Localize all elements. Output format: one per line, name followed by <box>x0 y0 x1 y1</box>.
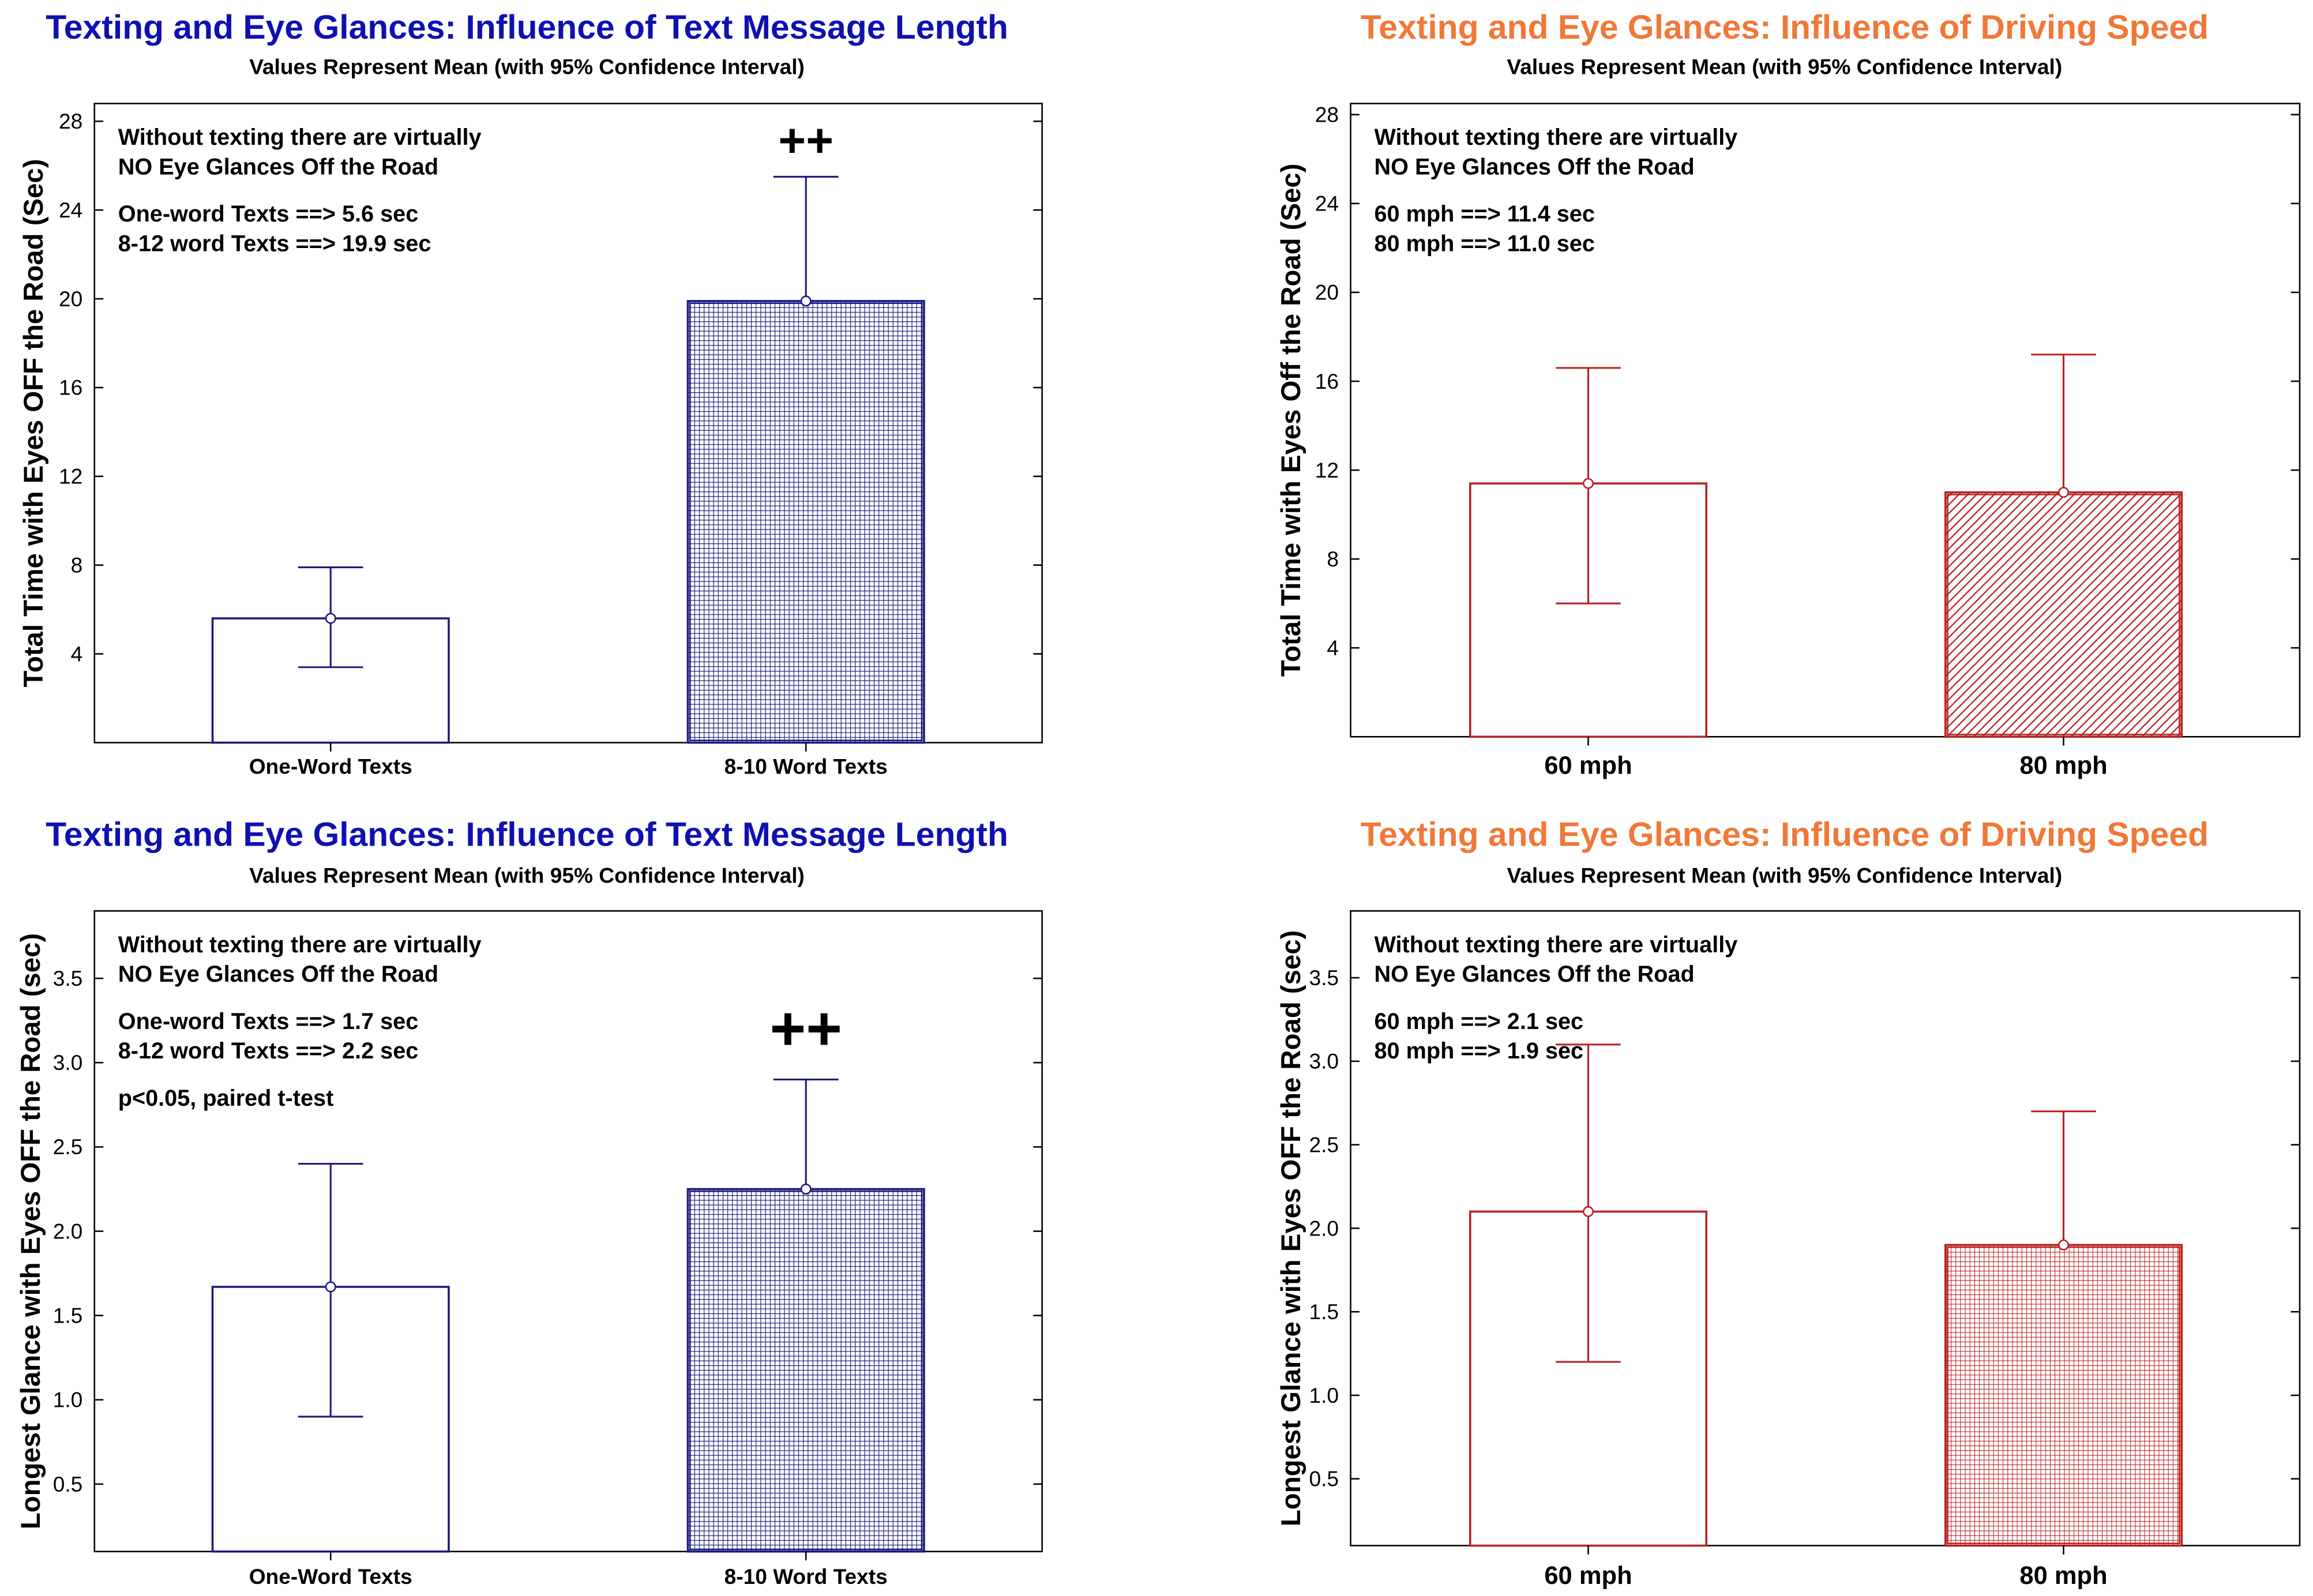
significance-marker: ++ <box>769 994 842 1063</box>
chart-title: Texting and Eye Glances: Influence of Te… <box>46 9 1008 46</box>
y-tick-label: 24 <box>59 198 82 222</box>
y-tick-label: 3.0 <box>53 1050 83 1075</box>
annotation-line: Without texting there are virtually <box>118 932 482 957</box>
y-axis-title: Total Time with Eyes Off the Road (Sec) <box>1276 164 1306 677</box>
mean-marker <box>2058 1239 2069 1250</box>
x-category-label: 60 mph <box>1544 1562 1632 1590</box>
chart-subtitle: Values Represent Mean (with 95% Confiden… <box>1507 54 2063 78</box>
y-tick-label: 3.0 <box>1309 1049 1339 1073</box>
y-tick-label: 2.5 <box>1309 1132 1339 1156</box>
mean-marker <box>800 295 812 307</box>
mean-marker <box>325 613 336 624</box>
y-tick-label: 12 <box>59 464 82 489</box>
y-tick-label: 4 <box>1327 636 1339 660</box>
chart-panel-top-right: Texting and Eye Glances: Influence of Dr… <box>1276 9 2301 779</box>
annotation-line: Without texting there are virtually <box>1374 932 1737 957</box>
annotation-line: 8-12 word Texts ==> 2.2 sec <box>118 1038 419 1064</box>
y-tick-label: 1.0 <box>53 1388 83 1412</box>
mean-marker <box>1583 1206 1594 1217</box>
annotation-line: NO Eye Glances Off the Road <box>118 962 438 987</box>
y-tick-label: 2.0 <box>53 1219 83 1243</box>
annotation-line: 80 mph ==> 11.0 sec <box>1374 231 1595 256</box>
x-category-label: 80 mph <box>2019 1562 2107 1590</box>
y-tick-label: 1.5 <box>1309 1300 1339 1324</box>
annotation-line: NO Eye Glances Off the Road <box>1374 154 1694 179</box>
y-tick-label: 3.5 <box>1309 966 1339 990</box>
y-tick-label: 8 <box>1327 547 1339 571</box>
y-axis-title: Longest Glance with Eyes OFF the Road (s… <box>16 933 46 1530</box>
chart-panel-bottom-left: Texting and Eye Glances: Influence of Te… <box>16 816 1043 1589</box>
y-tick-label: 12 <box>1315 458 1339 482</box>
chart-title: Texting and Eye Glances: Influence of Te… <box>46 816 1008 854</box>
chart-subtitle: Values Represent Mean (with 95% Confiden… <box>1507 863 2063 888</box>
chart-panel-bottom-right: Texting and Eye Glances: Influence of Dr… <box>1276 816 2301 1590</box>
mean-marker <box>1583 478 1594 489</box>
bar-2 <box>1944 1244 2183 1547</box>
mean-marker <box>325 1281 336 1293</box>
x-category-label: 80 mph <box>2019 752 2107 779</box>
annotation-line: NO Eye Glances Off the Road <box>1374 962 1694 987</box>
annotation-line: NO Eye Glances Off the Road <box>118 154 438 179</box>
y-tick-label: 20 <box>1315 280 1339 305</box>
annotation-line: Without texting there are virtually <box>118 125 482 150</box>
significance-marker: ++ <box>778 115 833 167</box>
x-category-label: 60 mph <box>1544 752 1632 779</box>
bar-2 <box>686 1188 925 1553</box>
annotation-line: 80 mph ==> 1.9 sec <box>1374 1038 1583 1064</box>
x-category-label: One-Word Texts <box>249 1564 412 1589</box>
y-tick-label: 2.0 <box>1309 1216 1339 1240</box>
y-axis-title: Longest Glance with Eyes OFF the Road (s… <box>1276 930 1306 1527</box>
y-tick-label: 0.5 <box>1309 1467 1339 1491</box>
x-category-label: One-Word Texts <box>249 754 412 778</box>
y-tick-label: 2.5 <box>53 1135 83 1159</box>
chart-title: Texting and Eye Glances: Influence of Dr… <box>1361 9 2209 46</box>
y-tick-label: 1.0 <box>1309 1383 1339 1407</box>
y-axis-title: Total Time with Eyes OFF the Road (Sec) <box>18 159 49 687</box>
mean-marker <box>2058 487 2069 498</box>
y-tick-label: 4 <box>71 641 83 666</box>
y-tick-label: 0.5 <box>53 1472 83 1496</box>
annotation-line: One-word Texts ==> 1.7 sec <box>118 1009 419 1034</box>
y-tick-label: 20 <box>59 287 82 311</box>
x-category-label: 8-10 Word Texts <box>724 754 888 778</box>
mean-marker <box>800 1184 812 1195</box>
x-category-label: 8-10 Word Texts <box>724 1564 888 1589</box>
chart-title: Texting and Eye Glances: Influence of Dr… <box>1361 816 2209 854</box>
y-tick-label: 28 <box>1315 103 1339 127</box>
annotation-line: 8-12 word Texts ==> 19.9 sec <box>118 231 431 256</box>
y-tick-label: 16 <box>1315 369 1339 393</box>
annotation-line: p<0.05, paired t-test <box>118 1086 334 1111</box>
bar-2 <box>1944 491 2183 738</box>
y-tick-label: 3.5 <box>53 966 83 990</box>
annotation-line: One-word Texts ==> 5.6 sec <box>118 201 419 227</box>
annotation-line: 60 mph ==> 11.4 sec <box>1374 201 1595 227</box>
annotation-line: 60 mph ==> 2.1 sec <box>1374 1009 1583 1034</box>
chart-subtitle: Values Represent Mean (with 95% Confiden… <box>249 863 805 888</box>
y-tick-label: 24 <box>1315 191 1339 216</box>
y-tick-label: 28 <box>59 109 82 133</box>
annotation-line: Without texting there are virtually <box>1374 125 1737 150</box>
y-tick-label: 1.5 <box>53 1304 83 1328</box>
chart-subtitle: Values Represent Mean (with 95% Confiden… <box>249 54 805 78</box>
chart-panel-top-left: Texting and Eye Glances: Influence of Te… <box>18 9 1043 778</box>
y-tick-label: 16 <box>59 375 82 400</box>
bar-2 <box>686 300 925 744</box>
y-tick-label: 8 <box>71 553 83 577</box>
